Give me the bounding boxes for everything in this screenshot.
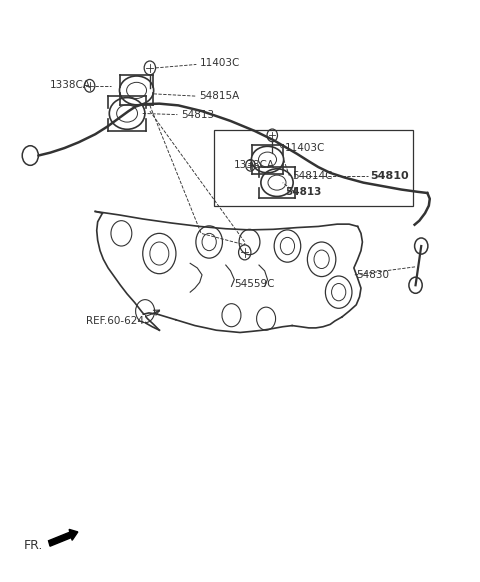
- Text: 54813: 54813: [180, 110, 214, 120]
- Text: REF.60-624: REF.60-624: [86, 316, 144, 326]
- Text: 54813: 54813: [285, 187, 322, 197]
- Text: 54559C: 54559C: [234, 279, 275, 289]
- Text: 11403C: 11403C: [200, 58, 240, 68]
- Text: 54830: 54830: [356, 270, 389, 280]
- Text: 1338CA: 1338CA: [50, 80, 91, 90]
- Text: 1338CA: 1338CA: [234, 160, 276, 171]
- Text: 54810: 54810: [371, 171, 409, 181]
- Text: 11403C: 11403C: [285, 143, 325, 153]
- Text: 54814C: 54814C: [292, 171, 333, 181]
- Text: FR.: FR.: [24, 540, 44, 552]
- Bar: [214, 130, 413, 205]
- FancyArrow shape: [48, 530, 78, 546]
- Text: 54815A: 54815A: [200, 91, 240, 101]
